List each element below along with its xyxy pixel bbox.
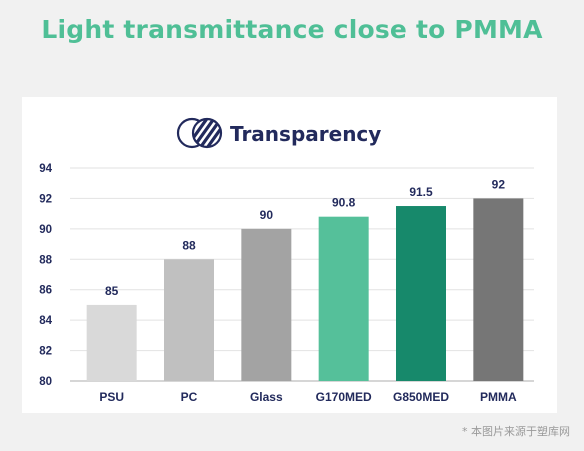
chart-title: Transparency — [230, 122, 381, 146]
x-tick-label: G170MED — [316, 390, 372, 404]
y-tick-label: 84 — [39, 315, 52, 327]
bar-g850med — [396, 206, 446, 381]
bar-psu — [86, 304, 137, 381]
data-labels: 85 88 90 90.8 91.5 92 — [105, 177, 505, 298]
bar-glass — [241, 228, 292, 381]
y-tick-label: 82 — [39, 346, 52, 358]
watermark: * 本图片来源于塑库网 — [462, 425, 570, 438]
transparency-icon — [176, 117, 223, 149]
data-label: 85 — [105, 284, 119, 298]
grid-lines — [70, 167, 534, 382]
y-tick-label: 94 — [39, 163, 52, 175]
y-tick-label: 86 — [39, 285, 52, 297]
bar-pmma — [473, 198, 524, 381]
transparency-chart: Transparency 80 82 84 86 88 90 92 94 85 88 90 90.8… — [39, 117, 534, 404]
y-tick-label: 88 — [39, 254, 52, 266]
data-label: 91.5 — [409, 185, 433, 199]
bar-pc — [164, 259, 214, 381]
y-axis-ticks: 80 82 84 86 88 90 92 94 — [39, 163, 52, 388]
page-headline: Light transmittance close to PMMA — [41, 15, 543, 44]
y-tick-label: 90 — [39, 224, 52, 236]
data-label: 90 — [260, 208, 274, 222]
data-label: 88 — [182, 238, 196, 252]
x-tick-label: G850MED — [393, 390, 449, 404]
y-tick-label: 80 — [39, 376, 52, 388]
y-tick-label: 92 — [39, 193, 52, 205]
bars — [86, 198, 524, 381]
data-label: 92 — [492, 177, 506, 191]
x-tick-label: PMMA — [480, 390, 517, 404]
x-tick-label: Glass — [250, 390, 283, 404]
bar-g170med — [318, 216, 369, 381]
data-label: 90.8 — [332, 196, 356, 210]
x-axis-ticks: PSU PC Glass G170MED G850MED PMMA — [99, 390, 517, 404]
x-tick-label: PC — [181, 390, 198, 404]
x-tick-label: PSU — [99, 390, 124, 404]
chart-card: Transparency 80 82 84 86 88 90 92 94 85 88 90 90.8… — [22, 97, 557, 413]
